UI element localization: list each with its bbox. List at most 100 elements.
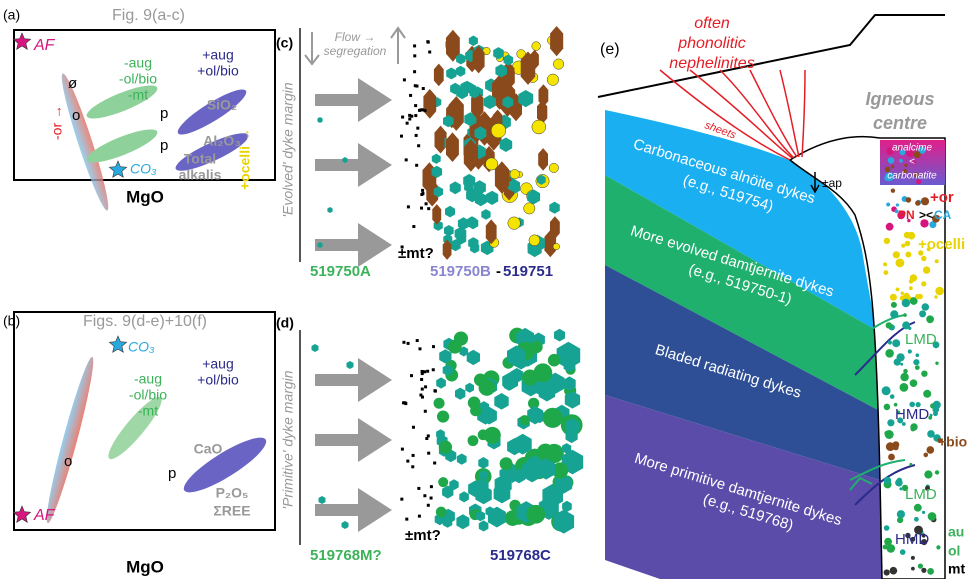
particles [12, 26, 944, 576]
particle [927, 430, 935, 438]
particle [400, 497, 404, 501]
oxide: CaO [194, 441, 223, 457]
margin-label: 'Evolved' dyke margin [280, 82, 296, 218]
particle [909, 462, 913, 466]
particle [428, 50, 432, 54]
point: o [64, 453, 72, 470]
particle [926, 247, 931, 252]
particle [885, 442, 895, 451]
particle [900, 372, 909, 382]
particle [913, 151, 921, 159]
caption: Figs. 9(d-e)+10(f) [83, 313, 207, 330]
mineral-label: ol [948, 543, 960, 559]
trend-label: -ol/bio [119, 71, 157, 87]
particle [922, 266, 931, 274]
particle [436, 377, 446, 389]
particle [564, 391, 581, 409]
dyke-band [605, 175, 878, 410]
particle [913, 172, 919, 178]
particle [424, 202, 428, 206]
particle [421, 87, 425, 91]
particle [914, 525, 923, 535]
particle [901, 243, 906, 248]
particle [901, 484, 909, 492]
particle [530, 340, 543, 354]
particle [431, 165, 443, 178]
particle [922, 510, 926, 514]
centre-label: Igneous [865, 89, 934, 109]
particle [475, 510, 486, 522]
particle [417, 486, 421, 490]
particle [909, 379, 918, 388]
particle [903, 368, 908, 374]
particle [499, 457, 513, 471]
particle [909, 297, 918, 305]
particle [905, 251, 912, 258]
particle [465, 382, 474, 393]
particle [425, 437, 429, 441]
trend-arrow: +ocelli → [237, 128, 253, 190]
particle [885, 349, 894, 358]
particle [470, 242, 480, 254]
particle [467, 435, 479, 447]
sheets [659, 69, 806, 161]
trend-label: -mt [138, 403, 158, 419]
particle [538, 148, 548, 171]
particle [456, 514, 470, 530]
particle [448, 339, 462, 354]
particle [533, 363, 553, 383]
oxide: alkalis [179, 167, 222, 183]
particle [317, 242, 323, 248]
particle [429, 496, 433, 500]
particle [544, 443, 564, 464]
panel-frame [13, 311, 276, 531]
star [108, 160, 128, 178]
particle [400, 447, 404, 451]
particle [935, 361, 939, 365]
particle [883, 403, 891, 411]
particle [531, 41, 541, 51]
particle [420, 377, 424, 381]
mineral: ±mt? [405, 527, 441, 544]
hmd-label: HMD [895, 406, 929, 423]
particle [472, 45, 485, 74]
particle [431, 345, 435, 349]
particle [914, 516, 919, 522]
particle [904, 240, 911, 247]
trend-ellipse [108, 396, 162, 460]
particle [915, 200, 921, 206]
trend-ellipse [86, 85, 158, 119]
nephelinite-label: often [694, 15, 730, 32]
particle [895, 258, 905, 268]
particle [886, 202, 891, 207]
particle [423, 370, 427, 374]
particle [905, 197, 912, 203]
particle [446, 29, 460, 62]
particle [899, 383, 909, 392]
pn-label: PN [898, 208, 915, 222]
particle [413, 70, 417, 74]
dyke-band [605, 265, 880, 480]
particle [923, 389, 932, 398]
particle [412, 225, 416, 229]
particle [537, 100, 548, 125]
particle [911, 566, 915, 571]
flow-arrow [358, 78, 392, 122]
sample: 519750A [310, 263, 371, 280]
particle [436, 410, 450, 423]
particle [456, 85, 468, 100]
flow-arrow [358, 488, 392, 532]
particle [464, 112, 477, 127]
trend-label: -mt [128, 87, 148, 103]
particle [433, 63, 444, 87]
particle [926, 446, 935, 454]
particle [421, 192, 425, 196]
particle [420, 372, 424, 376]
particle [463, 139, 478, 172]
end-member: CO₃ [130, 161, 157, 177]
particle [455, 65, 466, 77]
trend-ellipse [177, 89, 247, 135]
particle [467, 396, 481, 410]
particle [446, 67, 457, 80]
particle [439, 349, 452, 364]
